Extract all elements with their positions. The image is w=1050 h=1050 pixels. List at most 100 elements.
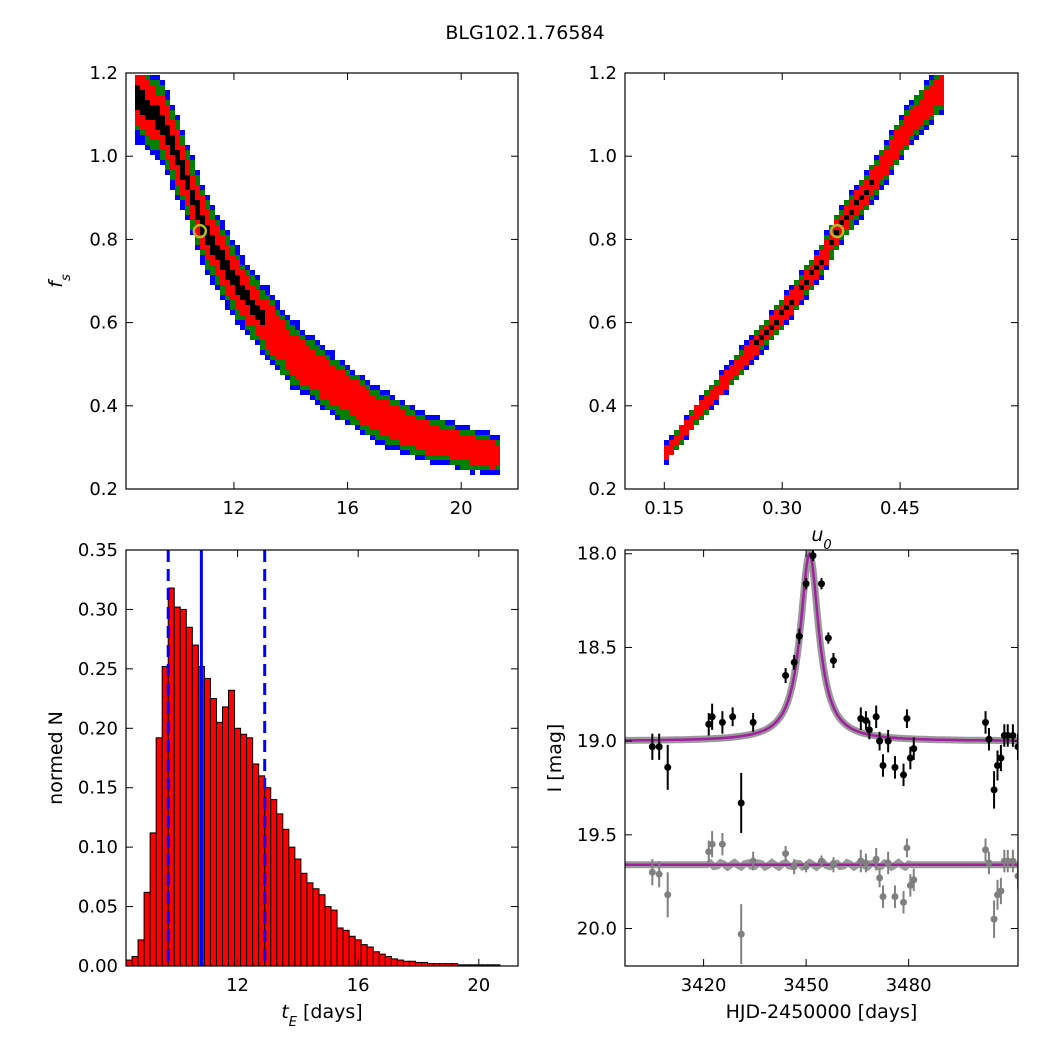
heatmap-cell [160,95,165,100]
heatmap-cell [210,215,215,220]
heatmap-cell [919,120,924,125]
heatmap-cell [839,235,844,240]
heatmap-cell [220,245,225,250]
heatmap-cell [290,350,295,355]
heatmap-cell [325,375,330,380]
heatmap-cell [445,425,450,430]
heatmap-cell [899,140,904,145]
heatmap-cell [270,360,275,365]
heatmap-cell [155,155,160,160]
data-point [872,855,880,863]
heatmap-cell [455,440,460,445]
heatmap-cell [759,330,764,335]
heatmap-cell [485,435,490,440]
heatmap-cell [455,435,460,440]
heatmap-cell [200,225,205,230]
heatmap-cell [350,380,355,385]
heatmap-cell [185,165,190,170]
heatmap-cell [415,410,420,415]
heatmap-cell [190,215,195,220]
heatmap-cell [375,420,380,425]
heatmap-cell [140,140,145,145]
heatmap-cell [155,125,160,130]
heatmap-cell [205,250,210,255]
y-tick-label: 20.0 [577,919,617,940]
heatmap-cell [160,145,165,150]
heatmap-cell [295,335,300,340]
heatmap-cell [325,365,330,370]
heatmap-cell [899,115,904,120]
heatmap-cell [764,320,769,325]
heatmap-cell [335,410,340,415]
heatmap-cell [250,295,255,300]
heatmap-cell [859,205,864,210]
heatmap-cell [140,90,145,95]
heatmap-cell [310,370,315,375]
heatmap-cell [495,470,500,475]
heatmap-cell [689,420,694,425]
heatmap-cell [410,435,415,440]
heatmap-cell [330,365,335,370]
heatmap-cell [300,335,305,340]
heatmap-cell [320,380,325,385]
heatmap-cell [904,145,909,150]
heatmap-cell [175,180,180,185]
heatmap-cell [779,320,784,325]
heatmap-cell [375,415,380,420]
x-axis-label: HJD-2450000 [days] [726,1001,918,1023]
heatmap-cell [899,130,904,135]
heatmap-cell [864,190,869,195]
histogram-bar [342,929,350,966]
heatmap-cell [704,400,709,405]
y-tick-label: 0.25 [78,659,118,680]
heatmap-cell [235,280,240,285]
heatmap-cell [225,290,230,295]
heatmap-cell [839,215,844,220]
y-tick-label: 1.0 [588,146,617,167]
heatmap-cell [140,130,145,135]
heatmap-cell [190,205,195,210]
heatmap-cell [265,310,270,315]
heatmap-cell [385,390,390,395]
heatmap-cell [155,115,160,120]
heatmap-cell [200,240,205,245]
heatmap-cell [170,180,175,185]
heatmap-cell [235,255,240,260]
y-tick-label: 0.8 [588,229,617,250]
heatmap-cell [884,140,889,145]
heatmap-cell [385,410,390,415]
heatmap-cell [734,370,739,375]
data-point [900,898,908,906]
heatmap-cell [180,160,185,165]
heatmap-cell [714,395,719,400]
heatmap-cell [255,285,260,290]
heatmap-cell [465,465,470,470]
heatmap-cell [669,445,674,450]
heatmap-cell [155,110,160,115]
heatmap-cell [220,290,225,295]
heatmap-cell [774,305,779,310]
heatmap-cell [490,470,495,475]
heatmap-cell [879,155,884,160]
data-point [985,859,993,867]
heatmap-cell [864,185,869,190]
heatmap-cell [180,165,185,170]
heatmap-cell [889,145,894,150]
heatmap-cell [749,355,754,360]
heatmap-cell [275,300,280,305]
data-point [708,840,716,848]
heatmap-cell [779,305,784,310]
heatmap-cell [719,390,724,395]
heatmap-cell [415,420,420,425]
heatmap-cell [699,405,704,410]
heatmap-cell [794,290,799,295]
heatmap-cell [190,160,195,165]
heatmap-cell [450,455,455,460]
heatmap-cell [205,225,210,230]
heatmap-cell [405,450,410,455]
heatmap-cell [330,385,335,390]
y-tick-label: 0.20 [78,718,118,739]
heatmap-cell [919,90,924,95]
heatmap-cell [739,345,744,350]
heatmap-cell [185,160,190,165]
